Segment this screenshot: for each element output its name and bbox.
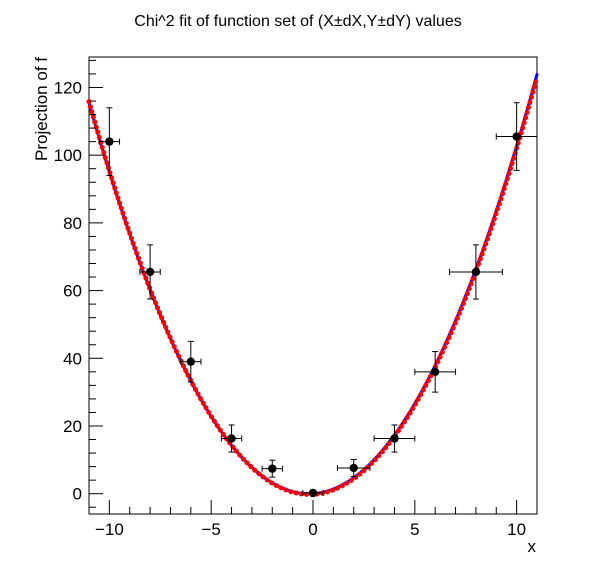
x-axis-title: x <box>528 537 537 556</box>
x-tick-label: 5 <box>410 520 419 539</box>
y-axis-title: Projection of f <box>32 57 51 161</box>
y-tick-label: 20 <box>63 417 82 436</box>
data-marker <box>390 434 399 443</box>
data-marker <box>227 434 236 443</box>
chart-title: Chi^2 fit of function set of (X±dX,Y±dY)… <box>134 13 461 30</box>
x-tick-label: −10 <box>95 520 124 539</box>
data-point-9 <box>448 244 503 300</box>
data-marker <box>308 488 318 498</box>
x-tick-label: 0 <box>308 520 317 539</box>
y-tick-label: 100 <box>54 146 82 165</box>
data-point-6 <box>336 458 371 477</box>
data-point-1 <box>139 244 161 300</box>
fit-curve-dotted <box>86 74 540 497</box>
y-tick-label: 60 <box>63 282 82 301</box>
x-tick-label: 10 <box>507 520 526 539</box>
data-marker <box>430 367 440 377</box>
data-marker <box>512 132 521 141</box>
data-point-0 <box>98 107 121 176</box>
y-tick-label: 40 <box>63 349 82 368</box>
y-tick-label: 0 <box>73 485 82 504</box>
data-marker <box>268 464 277 473</box>
data-point-10 <box>495 102 538 171</box>
y-tick-label: 120 <box>54 78 82 97</box>
y-axis: 0 20 40 60 80 100 120 <box>54 59 103 508</box>
x-axis: −10 −5 0 5 10 <box>88 500 538 539</box>
data-point-5 <box>302 488 324 498</box>
data-marker <box>145 267 155 277</box>
data-point-2 <box>180 340 202 383</box>
x-tick-label: −5 <box>201 520 220 539</box>
data-marker <box>105 137 114 146</box>
fit-curves <box>86 72 540 497</box>
y-tick-label: 80 <box>63 214 82 233</box>
data-marker <box>471 267 481 277</box>
data-point-3 <box>220 424 243 453</box>
data-point-8 <box>414 351 457 393</box>
data-marker <box>186 357 196 366</box>
data-marker <box>349 463 358 473</box>
data-point-7 <box>373 424 416 453</box>
data-point-4 <box>261 459 283 478</box>
data-points <box>98 102 538 498</box>
